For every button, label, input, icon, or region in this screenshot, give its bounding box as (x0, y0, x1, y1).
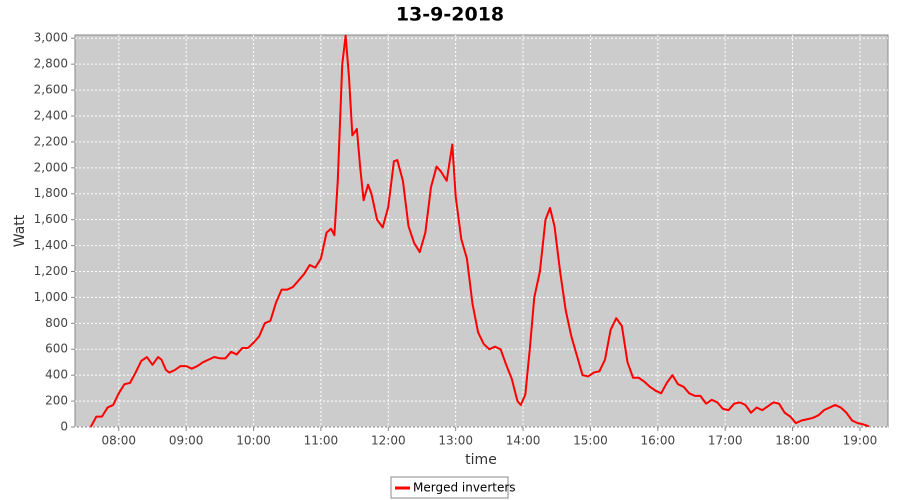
y-tick-label: 1,400 (34, 238, 68, 252)
x-tick-label: 15:00 (573, 434, 608, 448)
y-tick-label: 2,600 (34, 83, 68, 97)
plot-area (74, 34, 889, 428)
x-tick-label: 08:00 (101, 434, 136, 448)
chart-title: 13-9-2018 (396, 4, 504, 26)
x-axis-label: time (465, 452, 497, 468)
x-tick-label: 13:00 (438, 434, 473, 448)
x-tick-label: 17:00 (708, 434, 743, 448)
y-tick-label: 200 (45, 394, 68, 408)
legend-box (390, 476, 509, 499)
y-tick-label: 2,400 (34, 108, 68, 122)
x-tick-label: 19:00 (843, 434, 878, 448)
y-tick-label: 2,200 (34, 134, 68, 148)
x-tick-label: 10:00 (236, 434, 271, 448)
x-tick-label: 09:00 (169, 434, 204, 448)
y-tick-label: 3,000 (34, 31, 68, 45)
x-tick-label: 14:00 (506, 434, 541, 448)
x-tick-label: 11:00 (304, 434, 339, 448)
x-tick-label: 18:00 (775, 434, 810, 448)
y-tick-label: 1,000 (34, 290, 68, 304)
data-line (89, 34, 870, 428)
y-tick-label: 2,000 (34, 160, 68, 174)
legend-label: Merged inverters (413, 481, 516, 495)
y-axis-label: Watt (12, 214, 28, 247)
x-tick-label: 16:00 (641, 434, 676, 448)
y-tick-label: 800 (45, 316, 68, 330)
y-tick-label: 2,800 (34, 57, 68, 71)
y-tick-label: 600 (45, 342, 68, 356)
y-tick-label: 1,800 (34, 186, 68, 200)
y-tick-label: 1,200 (34, 264, 68, 278)
y-tick-label: 1,600 (34, 212, 68, 226)
y-tick-label: 0 (60, 420, 68, 434)
y-tick-label: 400 (45, 368, 68, 382)
x-tick-label: 12:00 (371, 434, 406, 448)
